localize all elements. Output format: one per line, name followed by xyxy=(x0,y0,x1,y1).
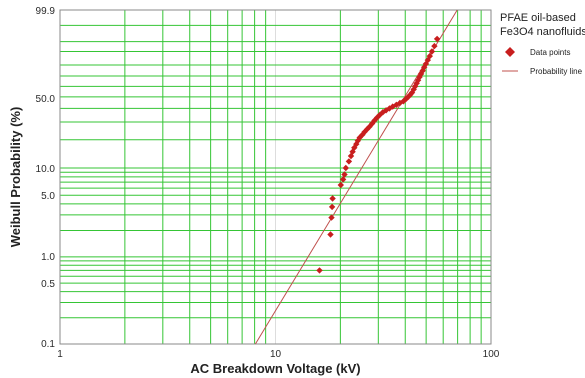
data-point xyxy=(386,105,393,112)
legend-title-line: PFAE oil-based xyxy=(500,12,576,24)
legend-label: Probability line xyxy=(530,67,583,76)
data-point xyxy=(433,35,441,43)
data-point xyxy=(341,171,348,178)
data-point xyxy=(400,98,407,105)
data-point xyxy=(345,158,353,165)
legend-label: Data points xyxy=(530,48,570,57)
y-tick-label: 1.0 xyxy=(41,252,55,263)
plot-frame xyxy=(59,9,492,345)
data-points xyxy=(316,35,441,274)
data-point xyxy=(328,203,336,211)
legend-title-line: Fe3O4 nanofluids xyxy=(500,26,585,38)
data-point xyxy=(342,164,349,172)
data-point xyxy=(347,152,355,160)
data-point xyxy=(328,214,335,221)
y-tick-label: 0.5 xyxy=(41,279,55,290)
y-tick-labels: 99.9 50.0 10.0 5.0 1.0 0.5 0.1 xyxy=(36,6,56,350)
x-tick-labels: 1 10 100 xyxy=(57,349,500,360)
data-point xyxy=(316,267,323,274)
x-axis-title: AC Breakdown Voltage (kV) xyxy=(190,361,360,376)
data-point xyxy=(431,42,438,50)
data-point xyxy=(393,101,400,108)
y-tick-label: 50.0 xyxy=(36,94,56,105)
x-tick-label: 10 xyxy=(270,349,282,360)
data-point xyxy=(329,195,336,202)
y-tick-label: 5.0 xyxy=(41,191,55,202)
x-tick-label: 100 xyxy=(483,349,500,360)
data-point xyxy=(426,52,433,60)
legend-diamond-marker xyxy=(505,47,515,57)
y-tick-label: 99.9 xyxy=(36,6,56,17)
y-tick-label: 10.0 xyxy=(36,164,56,175)
data-point xyxy=(422,60,430,68)
x-tick-label: 1 xyxy=(57,349,63,360)
data-point xyxy=(327,231,334,238)
data-point xyxy=(337,181,344,189)
legend: PFAE oil-based Fe3O4 nanofluids Data poi… xyxy=(500,12,585,76)
data-point xyxy=(376,111,384,118)
y-axis-title: Weibull Probability (%) xyxy=(8,107,23,248)
y-tick-label: 0.1 xyxy=(41,339,55,350)
data-point xyxy=(339,176,347,183)
data-point xyxy=(428,48,436,55)
